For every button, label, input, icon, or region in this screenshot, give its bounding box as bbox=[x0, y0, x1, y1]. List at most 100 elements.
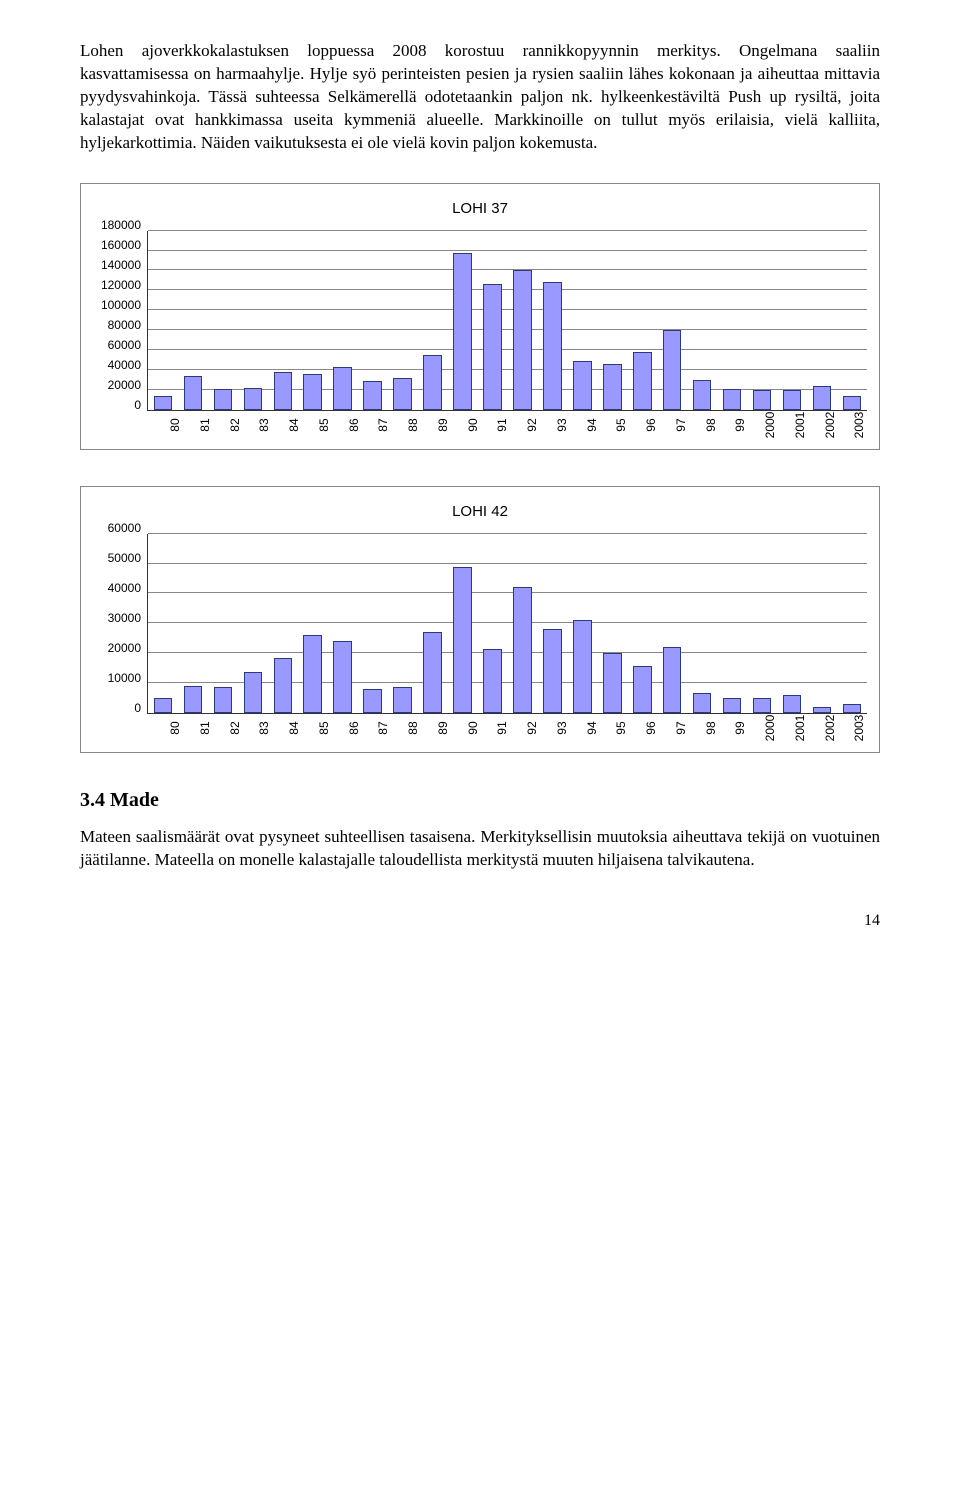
x-tick-label: 83 bbox=[243, 410, 271, 440]
bar bbox=[513, 270, 532, 409]
bar bbox=[393, 378, 412, 410]
chart-title: LOHI 42 bbox=[93, 503, 867, 520]
bar bbox=[693, 380, 712, 410]
x-tick-label: 83 bbox=[243, 713, 271, 743]
bar bbox=[154, 396, 173, 410]
bar bbox=[513, 587, 532, 712]
bar-slot bbox=[178, 534, 208, 713]
bar-slot bbox=[537, 231, 567, 410]
bar bbox=[633, 352, 652, 410]
bar-slot bbox=[388, 231, 418, 410]
plot-area bbox=[147, 231, 867, 411]
bar-slot bbox=[687, 534, 717, 713]
chart-body: 0200004000060000800001000001200001400001… bbox=[93, 231, 867, 411]
x-tick-label: 2001 bbox=[779, 713, 807, 743]
x-tick-label: 97 bbox=[660, 713, 688, 743]
bar bbox=[333, 367, 352, 410]
bar bbox=[393, 687, 412, 712]
x-tick-label: 96 bbox=[630, 410, 658, 440]
x-tick-label: 89 bbox=[422, 410, 450, 440]
bar-slot bbox=[627, 231, 657, 410]
bar-slot bbox=[657, 534, 687, 713]
x-tick-label: 92 bbox=[511, 713, 539, 743]
bar-slot bbox=[777, 231, 807, 410]
x-tick-label: 2002 bbox=[808, 410, 836, 440]
bar-slot bbox=[567, 231, 597, 410]
bar bbox=[483, 284, 502, 409]
x-tick-label: 82 bbox=[213, 713, 241, 743]
x-tick-label: 93 bbox=[541, 410, 569, 440]
x-tick-label: 86 bbox=[332, 713, 360, 743]
bar-slot bbox=[418, 534, 448, 713]
x-tick-label: 84 bbox=[273, 713, 301, 743]
bar bbox=[843, 396, 862, 410]
x-tick-label: 2000 bbox=[749, 713, 777, 743]
bar bbox=[363, 381, 382, 410]
x-tick-label: 81 bbox=[184, 410, 212, 440]
bar bbox=[274, 372, 293, 410]
x-tick-label: 98 bbox=[689, 713, 717, 743]
x-tick-label: 84 bbox=[273, 410, 301, 440]
section-body: Mateen saalismäärät ovat pysyneet suhtee… bbox=[80, 826, 880, 872]
bar-slot bbox=[298, 534, 328, 713]
y-axis: 0100002000030000400005000060000 bbox=[93, 534, 147, 714]
bar bbox=[543, 282, 562, 409]
bar-slot bbox=[717, 534, 747, 713]
x-tick-label: 2000 bbox=[749, 410, 777, 440]
bar-slot bbox=[148, 231, 178, 410]
x-tick-label: 87 bbox=[362, 713, 390, 743]
bar-slot bbox=[567, 534, 597, 713]
bar bbox=[633, 666, 652, 712]
x-tick-label: 86 bbox=[332, 410, 360, 440]
chart-body: 0100002000030000400005000060000 bbox=[93, 534, 867, 714]
x-axis: 8081828384858687888990919293949596979899… bbox=[147, 714, 867, 742]
bar-slot bbox=[837, 231, 867, 410]
bar-slot bbox=[268, 534, 298, 713]
bar-slot bbox=[448, 231, 478, 410]
bar-slot bbox=[148, 534, 178, 713]
x-tick-label: 90 bbox=[451, 410, 479, 440]
bar bbox=[423, 355, 442, 410]
bar bbox=[214, 389, 233, 410]
x-tick-label: 99 bbox=[719, 713, 747, 743]
x-tick-label: 85 bbox=[303, 713, 331, 743]
x-tick-label: 82 bbox=[213, 410, 241, 440]
bar bbox=[303, 635, 322, 713]
bar bbox=[663, 647, 682, 713]
x-tick-label: 81 bbox=[184, 713, 212, 743]
bar bbox=[543, 629, 562, 713]
bar bbox=[453, 253, 472, 410]
bar bbox=[154, 698, 173, 713]
bar bbox=[813, 386, 832, 410]
bar bbox=[723, 389, 742, 410]
bar bbox=[483, 649, 502, 713]
bar-slot bbox=[807, 231, 837, 410]
bar-slot bbox=[657, 231, 687, 410]
x-tick-label: 90 bbox=[451, 713, 479, 743]
x-tick-label: 91 bbox=[481, 410, 509, 440]
bar-slot bbox=[717, 231, 747, 410]
bar bbox=[723, 698, 742, 713]
bar bbox=[813, 707, 832, 713]
bar bbox=[333, 641, 352, 713]
bar bbox=[244, 388, 263, 410]
bar bbox=[184, 686, 203, 713]
bar bbox=[693, 693, 712, 712]
bar bbox=[244, 672, 263, 712]
bar-slot bbox=[208, 231, 238, 410]
bar-slot bbox=[358, 534, 388, 713]
page-number: 14 bbox=[80, 912, 880, 930]
x-tick-label: 88 bbox=[392, 713, 420, 743]
x-tick-label: 2002 bbox=[808, 713, 836, 743]
bar-slot bbox=[238, 534, 268, 713]
bar bbox=[753, 390, 772, 410]
bar-slot bbox=[777, 534, 807, 713]
chart-lohi-42: LOHI 42 0100002000030000400005000060000 … bbox=[80, 486, 880, 753]
bar-slot bbox=[178, 231, 208, 410]
x-tick-label: 97 bbox=[660, 410, 688, 440]
x-tick-label: 2003 bbox=[838, 713, 866, 743]
bar-slot bbox=[418, 231, 448, 410]
bar bbox=[184, 376, 203, 410]
section-heading: 3.4 Made bbox=[80, 789, 880, 812]
x-tick-label: 87 bbox=[362, 410, 390, 440]
